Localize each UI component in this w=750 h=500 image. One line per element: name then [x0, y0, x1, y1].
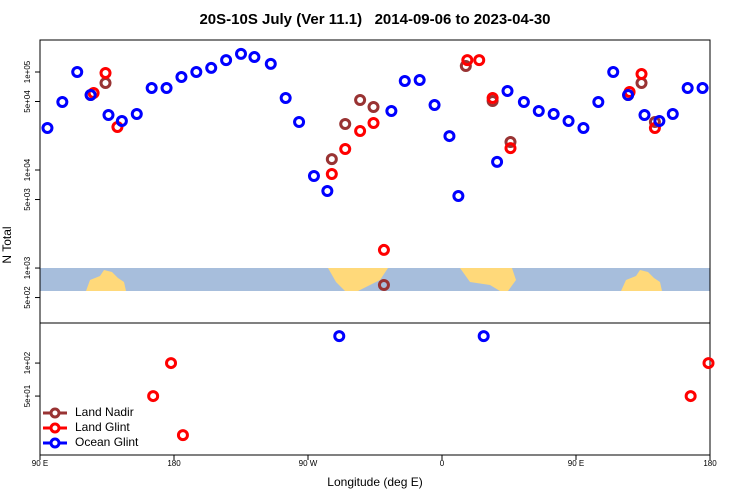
- data-point: [517, 96, 530, 109]
- data-point: [413, 74, 426, 87]
- chart-title: 20S-10S July (Ver 11.1) 2014-09-06 to 20…: [199, 11, 550, 28]
- data-point: [452, 190, 465, 203]
- data-point: [443, 130, 456, 143]
- y-tick-label: 5e+04: [23, 90, 32, 113]
- data-point: [666, 107, 679, 120]
- data-point: [339, 117, 352, 130]
- data-point: [145, 81, 158, 94]
- map-strip: [40, 268, 710, 291]
- data-point: [354, 93, 367, 106]
- data-point: [377, 278, 390, 291]
- x-tick-label: 180: [703, 459, 717, 468]
- x-tick-label: 90 E: [568, 459, 584, 468]
- data-point: [491, 155, 504, 168]
- legend-marker: [49, 437, 61, 449]
- data-point: [56, 96, 69, 109]
- data-point: [264, 57, 277, 70]
- data-point: [367, 101, 380, 114]
- data-point: [130, 107, 143, 120]
- data-point: [504, 142, 517, 155]
- data-point: [398, 75, 411, 88]
- data-point: [477, 330, 490, 343]
- data-point: [115, 115, 128, 128]
- data-point: [84, 89, 97, 102]
- data-point: [622, 89, 635, 102]
- data-point: [279, 91, 292, 104]
- data-point: [547, 107, 560, 120]
- y-axis-label: N Total: [0, 226, 14, 263]
- x-tick-label: 0: [440, 459, 445, 468]
- x-tick-label: 90 W: [299, 459, 318, 468]
- data-point: [333, 330, 346, 343]
- x-axis-label: Longitude (deg E): [327, 475, 422, 489]
- data-point: [684, 390, 697, 403]
- data-point: [367, 116, 380, 129]
- data-point: [102, 109, 115, 122]
- data-point: [235, 47, 247, 60]
- data-point: [176, 429, 189, 442]
- y-tick-label: 5e+03: [23, 188, 32, 211]
- data-point: [175, 70, 188, 83]
- data-point: [147, 390, 160, 403]
- data-point: [702, 357, 715, 370]
- data-point: [248, 51, 261, 64]
- data-point: [635, 67, 648, 80]
- data-point: [681, 81, 694, 94]
- data-point: [577, 122, 590, 135]
- plot-frame: [39, 322, 711, 456]
- data-point: [473, 54, 486, 67]
- data-point: [607, 65, 620, 78]
- data-point: [41, 122, 54, 135]
- data-point: [354, 125, 367, 138]
- x-tick-label: 90 E: [32, 459, 48, 468]
- data-point: [696, 81, 709, 94]
- data-point: [486, 91, 499, 104]
- data-point: [307, 169, 320, 182]
- data-point: [461, 54, 474, 67]
- data-point: [293, 115, 306, 128]
- data-point: [165, 357, 178, 370]
- data-point: [653, 115, 666, 128]
- y-tick-label: 1e+04: [23, 158, 32, 181]
- data-point: [205, 61, 218, 74]
- legend-label: Land Glint: [75, 420, 130, 434]
- x-tick-label: 180: [167, 459, 181, 468]
- data-point: [459, 60, 472, 73]
- data-point: [325, 168, 338, 181]
- data-point: [190, 65, 203, 78]
- data-point: [325, 153, 338, 166]
- data-point: [532, 104, 545, 117]
- data-point: [592, 96, 605, 109]
- data-point: [562, 115, 575, 128]
- data-point: [377, 243, 390, 256]
- data-point: [501, 84, 514, 97]
- legend-marker: [49, 407, 61, 419]
- data-point: [220, 54, 233, 67]
- data-point: [160, 81, 173, 94]
- data-point: [504, 136, 517, 149]
- y-tick-label: 5e+01: [23, 384, 32, 407]
- data-point: [428, 99, 441, 112]
- legend-label: Land Nadir: [75, 405, 134, 419]
- data-point: [385, 104, 398, 117]
- data-point: [71, 65, 84, 78]
- y-tick-label: 5e+02: [23, 286, 32, 309]
- data-point: [321, 184, 334, 197]
- y-tick-label: 1e+03: [23, 256, 32, 279]
- y-tick-label: 1e+05: [23, 60, 32, 83]
- legend-label: Ocean Glint: [75, 435, 139, 449]
- legend-marker: [49, 422, 61, 434]
- data-point: [638, 109, 651, 122]
- y-tick-label: 1e+02: [23, 351, 32, 374]
- data-point: [339, 142, 352, 155]
- data-point: [99, 66, 112, 79]
